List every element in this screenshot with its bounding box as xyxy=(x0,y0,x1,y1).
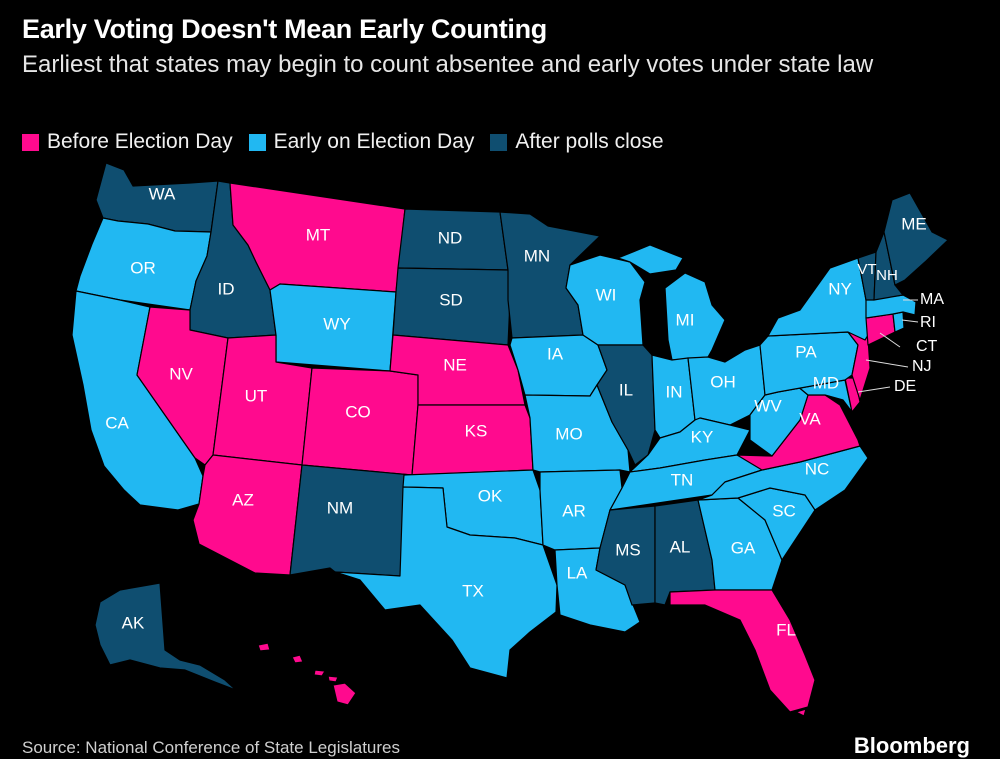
state-label-ca: CA xyxy=(105,413,129,432)
state-ak[interactable] xyxy=(94,582,237,691)
state-il[interactable] xyxy=(596,344,656,466)
state-label-az: AZ xyxy=(232,490,254,509)
state-label-ar: AR xyxy=(562,501,586,520)
legend-label-after: After polls close xyxy=(515,130,664,153)
state-label-tn: TN xyxy=(671,470,694,489)
state-label-al: AL xyxy=(670,537,691,556)
state-label-ak: AK xyxy=(122,613,145,632)
legend-item-early: Early on Election Day xyxy=(248,130,475,154)
state-ma[interactable] xyxy=(865,294,917,319)
florida-keys-islet xyxy=(795,708,807,717)
state-mi[interactable] xyxy=(617,244,726,361)
state-label-nv: NV xyxy=(169,364,193,383)
legend-item-after: After polls close xyxy=(490,130,664,154)
label-leaders xyxy=(857,299,919,393)
state-label-ny: NY xyxy=(828,279,852,298)
state-label-sc: SC xyxy=(772,501,796,520)
state-label-mo: MO xyxy=(555,424,582,443)
state-label-fl: FL xyxy=(776,620,796,639)
source-note: Source: National Conference of State Leg… xyxy=(22,738,401,757)
state-az[interactable] xyxy=(192,454,303,576)
state-tx[interactable] xyxy=(334,486,558,679)
state-label-me: ME xyxy=(901,214,927,233)
state-label-co: CO xyxy=(345,402,371,421)
state-label-ri: RI xyxy=(920,314,936,331)
state-label-ma: MA xyxy=(920,291,944,308)
state-label-wy: WY xyxy=(323,314,350,333)
legend-item-before: Before Election Day xyxy=(22,130,233,154)
state-label-nd: ND xyxy=(438,228,463,247)
state-label-ut: UT xyxy=(245,386,268,405)
state-label-in: IN xyxy=(666,382,683,401)
chart-title: Early Voting Doesn't Mean Early Counting xyxy=(22,14,547,44)
state-label-va: VA xyxy=(799,409,821,428)
legend-label-before: Before Election Day xyxy=(47,130,233,153)
state-label-sd: SD xyxy=(439,290,463,309)
state-co[interactable] xyxy=(301,367,419,476)
state-label-de: DE xyxy=(894,378,916,395)
state-label-or: OR xyxy=(130,258,156,277)
legend-swatch-early xyxy=(248,133,266,151)
state-label-id: ID xyxy=(218,279,235,298)
legend: Before Election Day Early on Election Da… xyxy=(22,130,664,154)
state-label-ok: OK xyxy=(478,486,503,505)
state-label-mn: MN xyxy=(524,246,550,265)
bloomberg-logo: Bloomberg xyxy=(853,733,970,758)
state-label-wi: WI xyxy=(596,285,617,304)
state-label-ms: MS xyxy=(615,540,641,559)
state-label-la: LA xyxy=(567,563,588,582)
state-label-nc: NC xyxy=(805,459,830,478)
state-nh[interactable] xyxy=(873,231,904,301)
state-label-ct: CT xyxy=(916,338,938,355)
state-label-mi: MI xyxy=(676,310,695,329)
state-label-ne: NE xyxy=(443,355,467,374)
state-labels: WA OR CA ID NV MT WY UT AZ CO NM ND SD NE KS OK TX MN IA MO… xyxy=(105,184,944,639)
state-me[interactable] xyxy=(883,192,949,286)
state-label-il: IL xyxy=(619,380,633,399)
state-label-nj: NJ xyxy=(912,358,932,375)
legend-swatch-before xyxy=(22,133,39,151)
state-ri[interactable] xyxy=(892,311,905,333)
state-hi[interactable] xyxy=(257,642,357,706)
state-label-ga: GA xyxy=(731,538,756,557)
state-label-wv: WV xyxy=(754,396,782,415)
state-label-ks: KS xyxy=(465,421,488,440)
legend-label-early: Early on Election Day xyxy=(273,130,475,153)
state-label-ia: IA xyxy=(547,344,564,363)
state-label-wa: WA xyxy=(149,184,176,203)
state-label-tx: TX xyxy=(462,581,484,600)
state-label-oh: OH xyxy=(710,372,736,391)
state-label-nh: NH xyxy=(876,267,898,284)
chart-subtitle: Earliest that states may begin to count … xyxy=(22,51,874,78)
state-label-pa: PA xyxy=(795,342,817,361)
state-ny[interactable] xyxy=(767,257,871,341)
state-label-nm: NM xyxy=(327,498,353,517)
state-nm[interactable] xyxy=(289,464,413,577)
state-label-mt: MT xyxy=(306,225,331,244)
state-label-ky: KY xyxy=(691,427,714,446)
state-label-md: MD xyxy=(813,373,839,392)
legend-swatch-after xyxy=(490,133,508,151)
state-label-vt: VT xyxy=(857,261,876,278)
state-fl[interactable] xyxy=(669,589,816,713)
